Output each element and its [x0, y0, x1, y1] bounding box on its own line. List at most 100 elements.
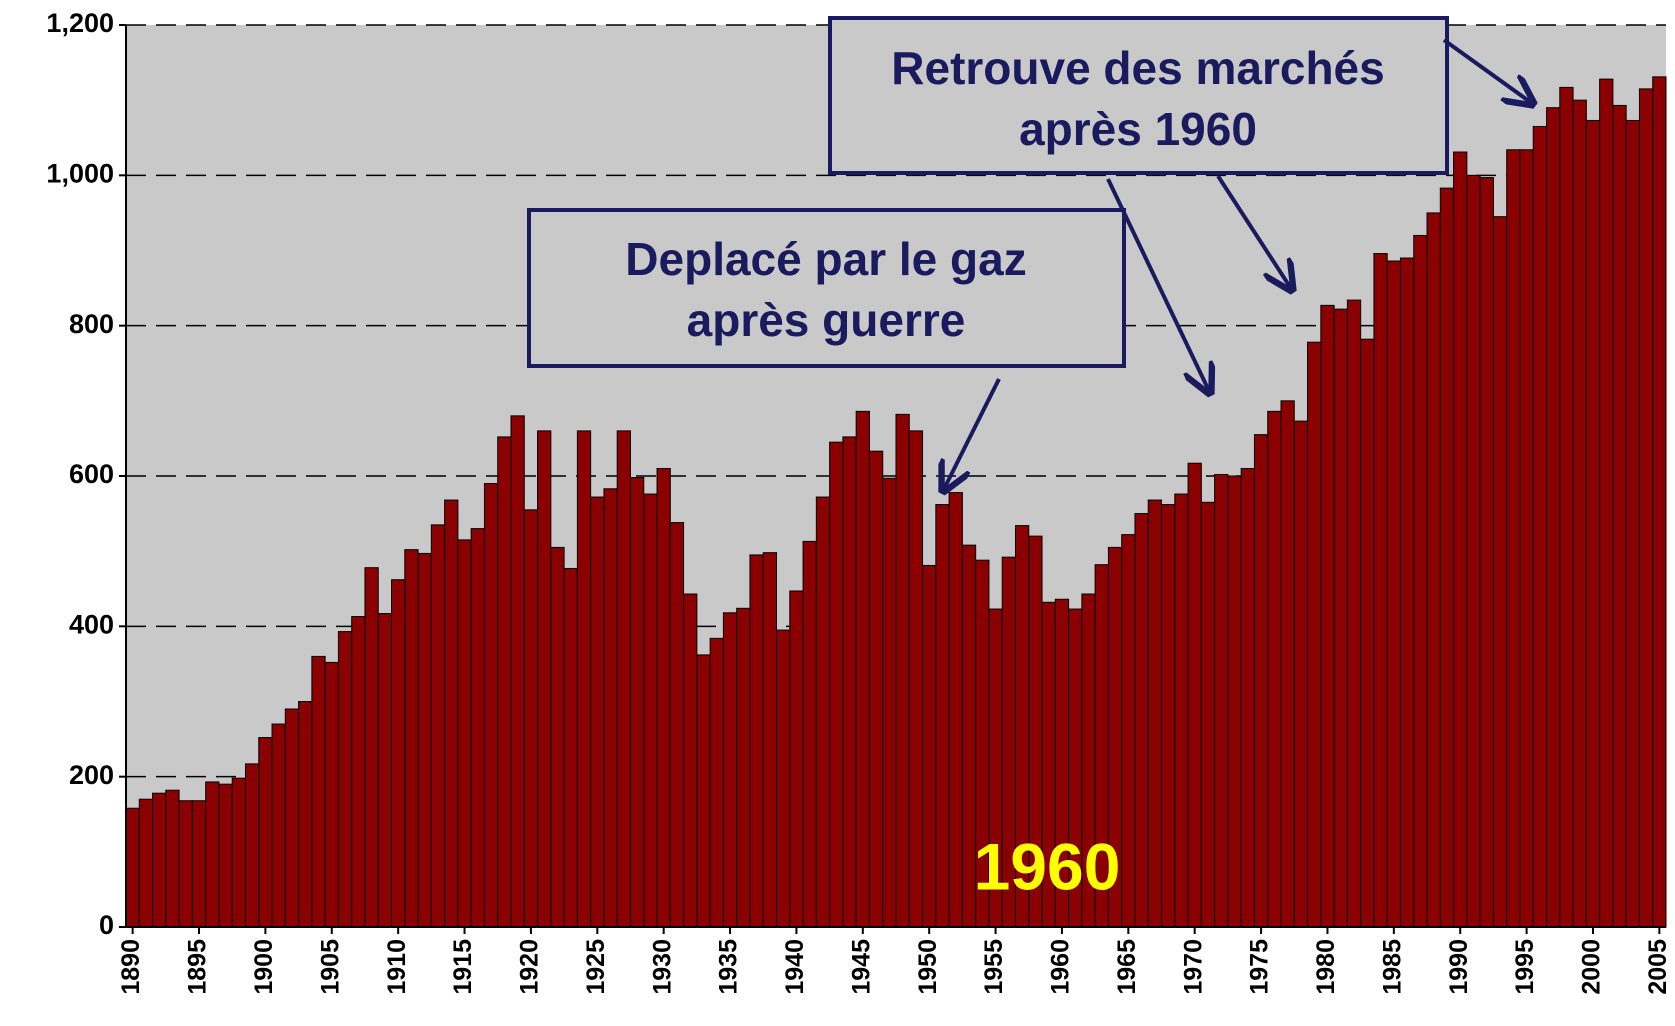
x-tick-label: 1895: [184, 939, 212, 995]
x-tick-label: 1925: [582, 939, 610, 995]
bar: [311, 655, 326, 928]
x-tick-label: 1955: [980, 939, 1008, 995]
y-tick-label: 600: [69, 459, 114, 489]
bar: [603, 488, 618, 928]
bar: [1267, 410, 1282, 928]
bar: [218, 783, 233, 928]
bar: [417, 552, 432, 928]
bar: [576, 430, 592, 928]
y-tick-label: 200: [69, 760, 114, 790]
x-tick-label: 2005: [1644, 939, 1672, 995]
bar: [908, 430, 924, 928]
x-tick-label: 1960: [1047, 939, 1075, 995]
x-tick-label: 1975: [1246, 939, 1274, 995]
bar: [935, 504, 950, 928]
bar: [669, 522, 685, 928]
bar: [351, 616, 366, 928]
bar: [258, 737, 273, 928]
bar: [1187, 462, 1202, 928]
bar: [1280, 400, 1295, 928]
bar: [1426, 212, 1441, 928]
x-tick-label: 1915: [449, 939, 477, 995]
bar: [510, 415, 525, 928]
bar: [470, 528, 485, 928]
x-tick-label: 1980: [1312, 939, 1340, 995]
bar: [1386, 260, 1401, 928]
bar: [444, 499, 459, 928]
arrows: [943, 38, 1533, 491]
bar: [298, 701, 313, 928]
annotation: après 1960: [1019, 103, 1257, 155]
x-tick-label: 1995: [1511, 939, 1539, 995]
bar: [1360, 338, 1375, 928]
x-tick-label: 1945: [847, 939, 875, 995]
bar: [656, 467, 671, 928]
x-tick-label: 1970: [1179, 939, 1207, 995]
bar: [497, 436, 512, 928]
bar: [191, 800, 207, 928]
bar: [377, 613, 393, 928]
bar: [895, 413, 910, 928]
bar: [1466, 174, 1481, 928]
bar: [948, 492, 963, 928]
bar: [1399, 257, 1415, 928]
bar: [1519, 149, 1534, 928]
bar: [1559, 86, 1574, 928]
bar: [1625, 119, 1640, 928]
bar: [550, 546, 565, 928]
x-tick-label: 1965: [1113, 939, 1141, 995]
bar: [829, 441, 844, 928]
bar: [1161, 504, 1176, 928]
bar: [1147, 499, 1163, 928]
bar: [722, 612, 738, 928]
bar: [922, 564, 937, 928]
bar: [1346, 299, 1362, 928]
x-tick-label: 1905: [316, 939, 344, 995]
bar: [1333, 308, 1348, 928]
bar: [590, 496, 605, 928]
bar: [324, 661, 339, 928]
bar: [762, 552, 778, 928]
bar: [855, 410, 870, 928]
bar: [696, 654, 711, 928]
x-tick-label: 2000: [1578, 939, 1606, 995]
bar: [616, 430, 631, 928]
x-tick-label: 1940: [781, 939, 809, 995]
bar: [231, 777, 246, 928]
bar: [1373, 253, 1388, 928]
bar: [1506, 149, 1521, 928]
x-tick-label: 1890: [117, 939, 145, 995]
annotation: Deplacé par le gaz: [625, 233, 1026, 285]
bar: [523, 509, 539, 928]
y-tick-label: 800: [69, 309, 114, 339]
bar: [457, 539, 472, 928]
y-tick-label: 1,000: [46, 158, 114, 188]
bar: [1572, 99, 1587, 928]
annotation-box: [527, 208, 1126, 368]
bar: [165, 789, 180, 928]
bar: [404, 549, 419, 928]
bar: [1240, 467, 1255, 928]
bar: [430, 524, 446, 928]
bar: [1121, 534, 1136, 928]
x-tick-label: 1930: [648, 939, 676, 995]
bar: [776, 629, 791, 928]
bar: [1532, 125, 1548, 928]
bar: [1439, 187, 1455, 928]
bar: [842, 436, 857, 928]
annotation: après guerre: [687, 294, 966, 346]
bar: [1413, 234, 1428, 928]
y-tick-label: 0: [99, 910, 114, 940]
bar: [643, 493, 658, 928]
bar: [709, 637, 724, 928]
bar: [178, 800, 193, 928]
bar: [1134, 513, 1149, 928]
bar: [271, 723, 286, 928]
bar: [152, 792, 167, 928]
bar: [1599, 78, 1614, 928]
bar: [1546, 107, 1561, 928]
bar: [789, 590, 804, 928]
bar: [364, 567, 379, 928]
bar: [1214, 473, 1229, 928]
